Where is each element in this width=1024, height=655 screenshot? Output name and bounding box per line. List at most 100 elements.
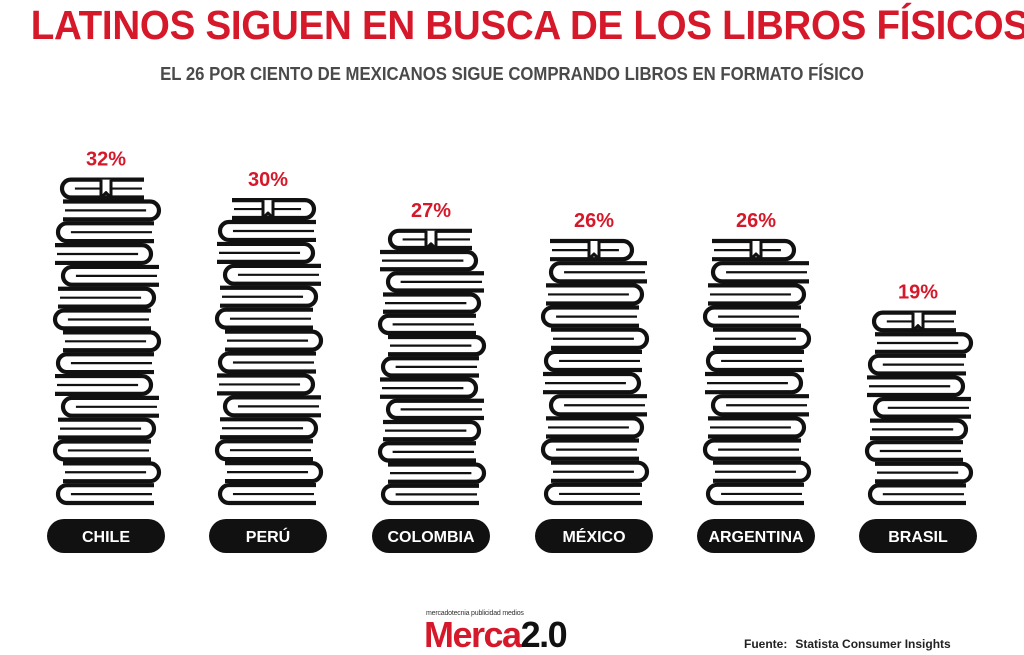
book-icon (702, 305, 801, 328)
book-icon (60, 395, 159, 418)
book-icon (383, 419, 482, 442)
bookmark-icon (911, 312, 925, 333)
book-icon (380, 483, 479, 506)
logo-tagline: mercadotecnia publicidad medios (426, 610, 524, 617)
book-icon (705, 482, 804, 506)
book-icon (710, 394, 809, 417)
book-icon (867, 375, 966, 398)
logo-wordmark: Merca2.0 (424, 614, 568, 655)
book-stack-brasil (864, 310, 974, 506)
book-icon (220, 285, 319, 308)
book-icon (58, 417, 157, 440)
book-icon (543, 349, 642, 373)
book-icon (217, 241, 316, 264)
book-icon (377, 313, 476, 336)
book-stack-argentina (702, 238, 812, 506)
category-label: PERÚ (209, 519, 327, 553)
logo-version: 2.0 (520, 614, 568, 655)
value-label: 27% (411, 200, 451, 222)
book-icon (548, 394, 647, 417)
book-stack-méxico (540, 238, 650, 506)
category-text: BRASIL (888, 529, 948, 546)
book-icon (63, 330, 162, 353)
book-icon (546, 283, 645, 306)
value-label: 19% (898, 282, 938, 304)
book-icon (383, 292, 482, 314)
book-icon (220, 417, 319, 440)
value-label: 32% (86, 149, 126, 171)
book-icon (540, 438, 639, 461)
bookmark-icon (424, 230, 438, 251)
bookmark-icon (587, 241, 601, 261)
book-icon (217, 219, 316, 243)
book-icon (867, 483, 966, 506)
book-icon (55, 373, 154, 396)
book-icon (232, 198, 317, 221)
book-icon (550, 238, 635, 262)
book-icon (380, 377, 479, 399)
book-stack-colombia (377, 228, 487, 506)
bookmark-icon (99, 179, 113, 200)
book-stack-chile (52, 177, 162, 506)
book-icon (225, 329, 324, 352)
category-text: ARGENTINA (708, 529, 804, 546)
category-label: ARGENTINA (697, 519, 815, 553)
source-label: Fuente: (744, 637, 788, 651)
book-icon (225, 461, 324, 484)
book-icon (59, 177, 144, 200)
chart-title: LATINOS SIGUEN EN BUSCA DE LOS LIBROS FÍ… (30, 2, 1024, 48)
book-icon (875, 332, 974, 354)
book-icon (708, 416, 807, 439)
book-icon (222, 395, 321, 418)
book-icon (385, 398, 484, 421)
category-text: PERÚ (246, 527, 290, 546)
category-text: MÉXICO (562, 527, 625, 546)
book-icon (385, 271, 484, 293)
book-icon (710, 261, 809, 284)
book-icon (702, 438, 801, 461)
book-icon (870, 418, 969, 441)
book-icon (871, 310, 956, 333)
category-label: CHILE (47, 519, 165, 553)
book-icon (214, 439, 313, 462)
book-icon (217, 351, 316, 374)
book-icon (380, 249, 479, 272)
book-icon (55, 221, 154, 244)
book-icon (222, 263, 321, 286)
value-label: 30% (248, 169, 288, 191)
bookmark-icon (261, 200, 275, 220)
book-icon (543, 371, 642, 395)
book-icon (52, 439, 151, 462)
book-icon (712, 238, 797, 262)
category-label: BRASIL (859, 519, 977, 553)
book-icon (388, 462, 487, 484)
book-icon (867, 353, 966, 376)
book-icon (551, 460, 650, 483)
merca-logo: mercadotecnia publicidad medios Merca2.0 (424, 610, 614, 654)
book-icon (52, 308, 151, 331)
book-stack-perú (214, 198, 324, 506)
book-icon (55, 352, 154, 375)
book-icon (864, 440, 963, 462)
book-icon (388, 334, 487, 357)
chart-subtitle: EL 26 POR CIENTO DE MEXICANOS SIGUE COMP… (160, 64, 864, 84)
book-icon (58, 286, 157, 309)
book-icon (551, 327, 650, 350)
logo-word: Merca (424, 614, 522, 655)
category-text: CHILE (82, 529, 130, 546)
book-icon (705, 349, 804, 373)
bookmark-icon (749, 241, 763, 261)
book-icon (55, 483, 154, 506)
book-icon (63, 461, 162, 484)
category-text: COLOMBIA (387, 529, 475, 546)
book-icon (63, 199, 162, 222)
book-icon (217, 482, 316, 506)
book-icon (875, 461, 974, 484)
book-icon (543, 482, 642, 506)
book-icon (214, 307, 313, 330)
book-icon (377, 441, 476, 463)
category-label: MÉXICO (535, 519, 653, 553)
book-icon (713, 327, 812, 350)
source-note: Fuente: Statista Consumer Insights (744, 637, 951, 651)
